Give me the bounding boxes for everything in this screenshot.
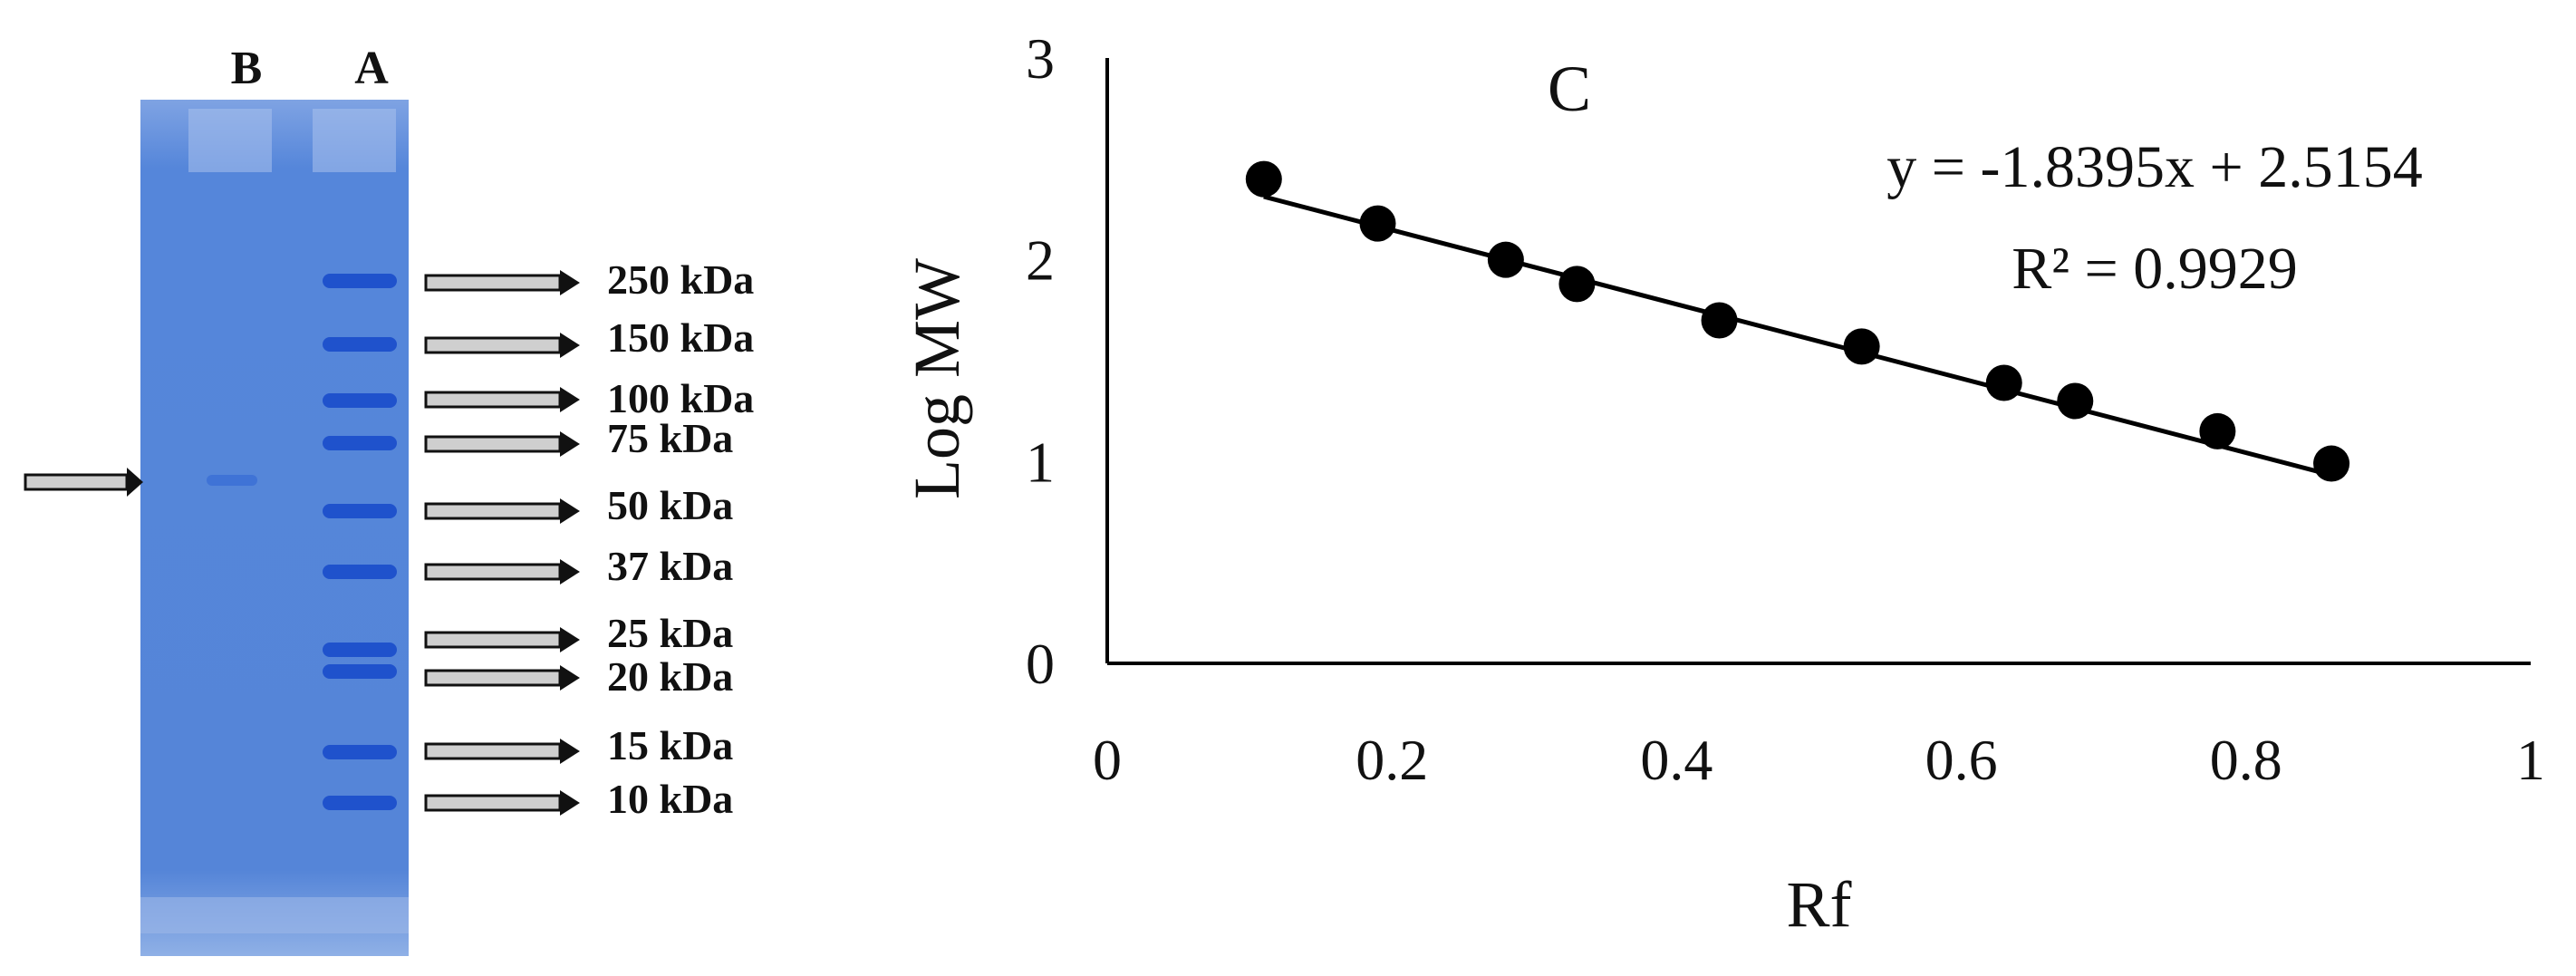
trendline-equation: y = -1.8395x + 2.5154: [1886, 134, 2422, 200]
gel-bottom-edge: [140, 897, 409, 933]
marker-band: [323, 664, 397, 679]
well-a: [313, 109, 396, 172]
x-tick-label: 0.2: [1356, 728, 1428, 792]
marker-band: [323, 337, 397, 352]
data-point: [1843, 328, 1880, 365]
marker-label: 25 kDa: [607, 610, 733, 656]
marker-label: 15 kDa: [607, 722, 733, 768]
y-tick-label: 1: [1026, 430, 1055, 494]
marker-arrow: [424, 739, 580, 764]
marker-label: 75 kDa: [607, 415, 733, 461]
well-b: [188, 109, 272, 172]
x-tick-label: 0.4: [1640, 728, 1713, 792]
marker-label: 250 kDa: [607, 256, 754, 303]
data-point: [2057, 382, 2094, 420]
lane-label-a: A: [354, 43, 389, 94]
sample-band: [207, 475, 257, 486]
plot-area: 0 0.2 0.4 0.6 0.8 1 0 1 2 3 Rf Log MW Cy = -1.8395x …: [901, 26, 2545, 941]
marker-band: [323, 393, 397, 408]
marker-arrow: [424, 270, 580, 295]
marker-bands: [323, 274, 397, 810]
gel-image: [140, 100, 409, 956]
r-squared-label: R² = 0.9929: [2012, 236, 2298, 302]
x-tick-label: 0.8: [2210, 728, 2282, 792]
marker-label: 10 kDa: [607, 776, 733, 822]
marker-label: 150 kDa: [607, 314, 754, 361]
marker-band: [323, 436, 397, 450]
x-tick-label: 0: [1093, 728, 1122, 792]
data-point: [1487, 241, 1524, 278]
marker-band: [323, 274, 397, 288]
marker-arrow: [424, 498, 580, 524]
data-point: [1701, 302, 1738, 339]
sample-band-arrow: [24, 468, 143, 497]
marker-band: [323, 504, 397, 518]
data-point: [1245, 160, 1282, 198]
data-point: [2199, 412, 2236, 449]
marker-band: [323, 643, 397, 657]
data-point: [1359, 205, 1396, 242]
data-point: [1558, 266, 1596, 303]
data-point: [1985, 364, 2022, 401]
trendline: [1263, 194, 2332, 478]
x-axis-title: Rf: [1787, 868, 1852, 941]
lane-label-b: B: [231, 43, 263, 94]
marker-arrow: [424, 333, 580, 358]
standard-curve-chart: 0 0.2 0.4 0.6 0.8 1 0 1 2 3 Rf Log MW Cy = -1.8395x …: [901, 26, 2545, 941]
y-tick-label: 0: [1026, 632, 1055, 696]
marker-arrow: [424, 790, 580, 816]
marker-arrow: [424, 665, 580, 691]
marker-arrow: [424, 387, 580, 412]
marker-band: [323, 796, 397, 810]
y-tick-label: 2: [1026, 228, 1055, 293]
marker-band: [323, 745, 397, 759]
marker-arrow: [424, 431, 580, 457]
y-tick-label: 3: [1026, 26, 1055, 91]
y-axis-title: Log MW: [901, 258, 973, 499]
marker-label: 100 kDa: [607, 375, 754, 421]
x-tick-label: 0.6: [1925, 728, 1998, 792]
marker-arrow: [424, 627, 580, 652]
panel-label: C: [1548, 53, 1591, 125]
marker-label: 20 kDa: [607, 653, 733, 700]
marker-arrow: [424, 559, 580, 585]
data-point: [2313, 445, 2350, 482]
marker-band: [323, 565, 397, 579]
marker-label: 37 kDa: [607, 543, 733, 589]
x-tick-label: 1: [2516, 728, 2545, 792]
marker-label: 50 kDa: [607, 482, 733, 528]
